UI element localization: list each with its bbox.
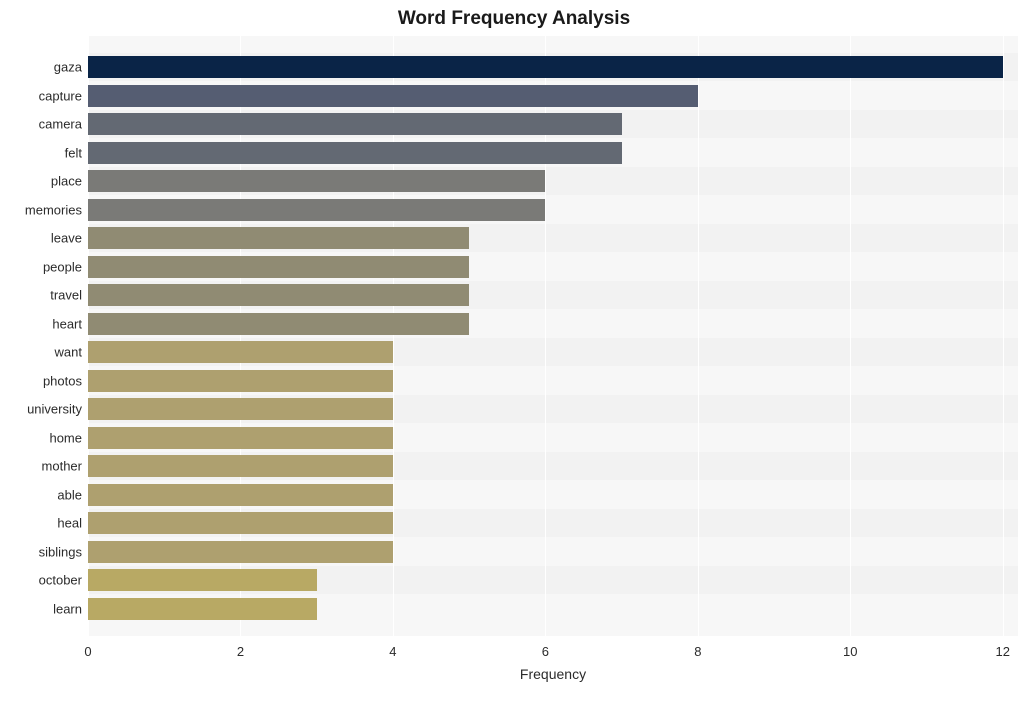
bar: [88, 370, 393, 392]
x-tick-label: 8: [694, 644, 701, 659]
y-tick-label: learn: [53, 601, 82, 616]
y-tick-label: people: [43, 259, 82, 274]
x-tick-label: 6: [542, 644, 549, 659]
y-tick-label: want: [55, 345, 82, 360]
y-tick-label: october: [39, 573, 82, 588]
bar: [88, 142, 622, 164]
bar: [88, 170, 545, 192]
bar: [88, 598, 317, 620]
chart-title: Word Frequency Analysis: [0, 8, 1028, 30]
gridline: [698, 36, 699, 636]
y-tick-label: camera: [39, 117, 82, 132]
bar: [88, 227, 469, 249]
y-tick-label: place: [51, 174, 82, 189]
y-tick-label: felt: [65, 145, 82, 160]
bar: [88, 484, 393, 506]
bar: [88, 541, 393, 563]
gridline: [1003, 36, 1004, 636]
bar: [88, 427, 393, 449]
y-tick-label: travel: [50, 288, 82, 303]
bar: [88, 512, 393, 534]
y-tick-label: heart: [52, 316, 82, 331]
y-tick-label: siblings: [39, 544, 82, 559]
bar: [88, 113, 622, 135]
bar: [88, 85, 698, 107]
x-axis-label: Frequency: [88, 666, 1018, 682]
y-tick-label: photos: [43, 373, 82, 388]
y-tick-label: gaza: [54, 60, 82, 75]
word-frequency-chart: Word Frequency Analysis Frequency gaza ca…: [0, 0, 1028, 701]
bar: [88, 341, 393, 363]
y-tick-label: mother: [42, 459, 82, 474]
y-tick-label: capture: [39, 88, 82, 103]
x-tick-label: 0: [84, 644, 91, 659]
bar: [88, 569, 317, 591]
x-tick-label: 4: [389, 644, 396, 659]
bar: [88, 313, 469, 335]
bar: [88, 199, 545, 221]
bar: [88, 256, 469, 278]
gridline: [850, 36, 851, 636]
x-tick-label: 2: [237, 644, 244, 659]
y-tick-label: university: [27, 402, 82, 417]
x-tick-label: 10: [843, 644, 857, 659]
bar: [88, 284, 469, 306]
x-tick-label: 12: [996, 644, 1010, 659]
y-tick-label: able: [57, 487, 82, 502]
y-tick-label: heal: [57, 516, 82, 531]
y-tick-label: memories: [25, 202, 82, 217]
y-tick-label: home: [49, 430, 82, 445]
bar: [88, 56, 1003, 78]
plot-area: [88, 36, 1018, 636]
bar: [88, 455, 393, 477]
y-tick-label: leave: [51, 231, 82, 246]
bar: [88, 398, 393, 420]
